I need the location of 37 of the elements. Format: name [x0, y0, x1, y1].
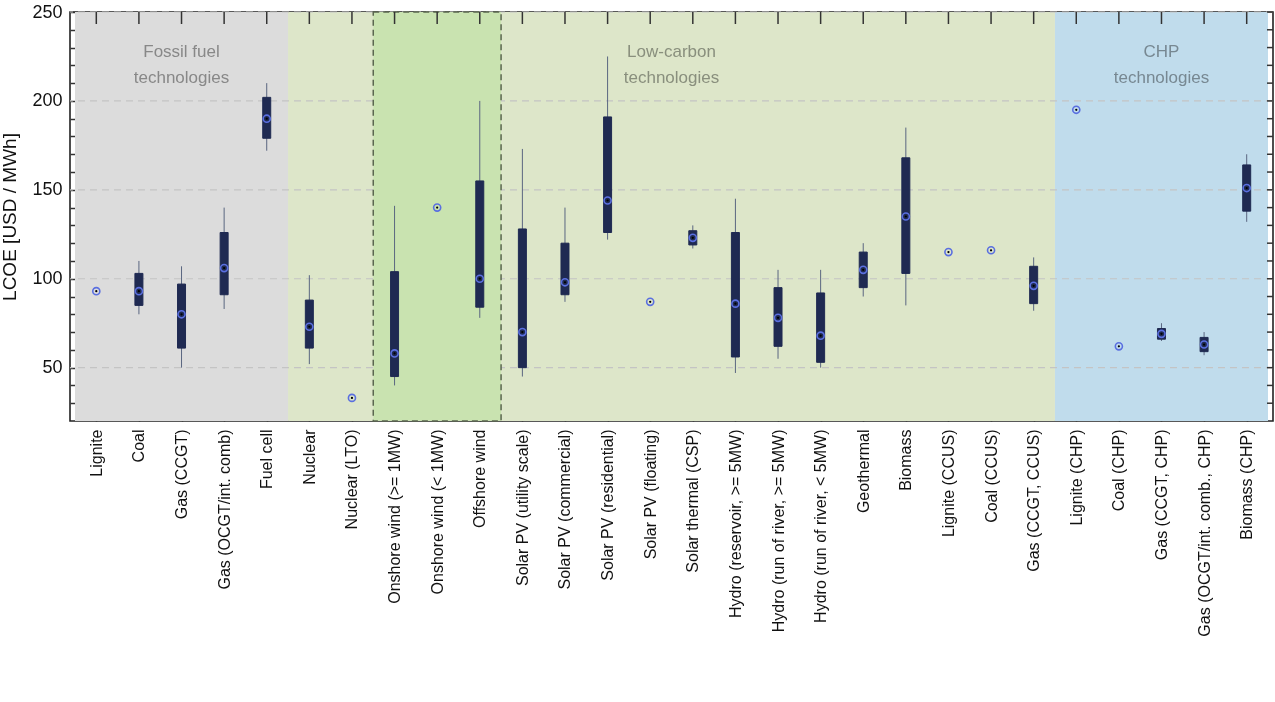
x-tick-label: Coal (CCUS) — [982, 429, 1000, 523]
band-label: Fossil fuel technologies — [133, 42, 230, 87]
x-tick-label: Geothermal — [854, 429, 872, 514]
x-tick-label: Biomass — [897, 429, 915, 491]
y-tick-label: 200 — [32, 90, 63, 111]
x-tick-label: Hydro (run of river, >= 5MW) — [769, 429, 787, 633]
x-tick-label: Gas (OCGT/int. comb., CHP) — [1195, 429, 1213, 637]
x-tick-label: Biomass (CHP) — [1238, 429, 1256, 540]
x-tick-label: Nuclear — [300, 428, 318, 485]
x-tick-label: Onshore wind (< 1MW) — [428, 429, 446, 595]
x-tick-label: Lignite (CHP) — [1067, 429, 1085, 526]
y-tick-label: 150 — [32, 179, 63, 200]
x-tick-label: Gas (CCGT, CCUS) — [1025, 429, 1043, 572]
x-tick-label: Coal — [130, 429, 148, 463]
band-label: CHP technologies — [1113, 42, 1210, 87]
x-tick-label: Fuel cell — [258, 429, 276, 490]
x-tick-label: Lignite (CCUS) — [939, 429, 957, 538]
x-tick-label: Onshore wind (>= 1MW) — [386, 429, 404, 604]
x-tick-label: Gas (CCGT, CHP) — [1152, 429, 1170, 561]
y-tick-label: 100 — [32, 268, 63, 289]
x-tick-label: Hydro (run of river, < 5MW) — [812, 429, 830, 623]
x-tick-label: Nuclear (LTO) — [343, 429, 361, 530]
y-tick-label: 250 — [32, 1, 63, 22]
x-tick-label: Gas (CCGT) — [173, 429, 191, 520]
x-tick-label: Gas (OCGT/int. comb) — [215, 429, 233, 590]
x-tick-label: Hydro (reservoir, >= 5MW) — [726, 429, 744, 618]
x-tick-label: Coal (CHP) — [1110, 429, 1128, 512]
x-tick-label: Solar thermal (CSP) — [684, 429, 702, 573]
x-tick-label: Solar PV (commercial) — [556, 429, 574, 590]
x-tick-label: Solar PV (residential) — [599, 429, 617, 581]
band-label: Low-carbon technologies — [623, 42, 720, 87]
x-tick-label: Solar PV (floating) — [641, 429, 659, 560]
x-tick-label: Lignite — [87, 429, 105, 477]
x-tick-label: Offshore wind — [471, 429, 489, 528]
y-tick-label: 50 — [42, 357, 63, 378]
x-tick-label: Solar PV (utility scale) — [513, 429, 531, 586]
y-axis-title: LCOE [USD / MWh] — [0, 133, 21, 301]
